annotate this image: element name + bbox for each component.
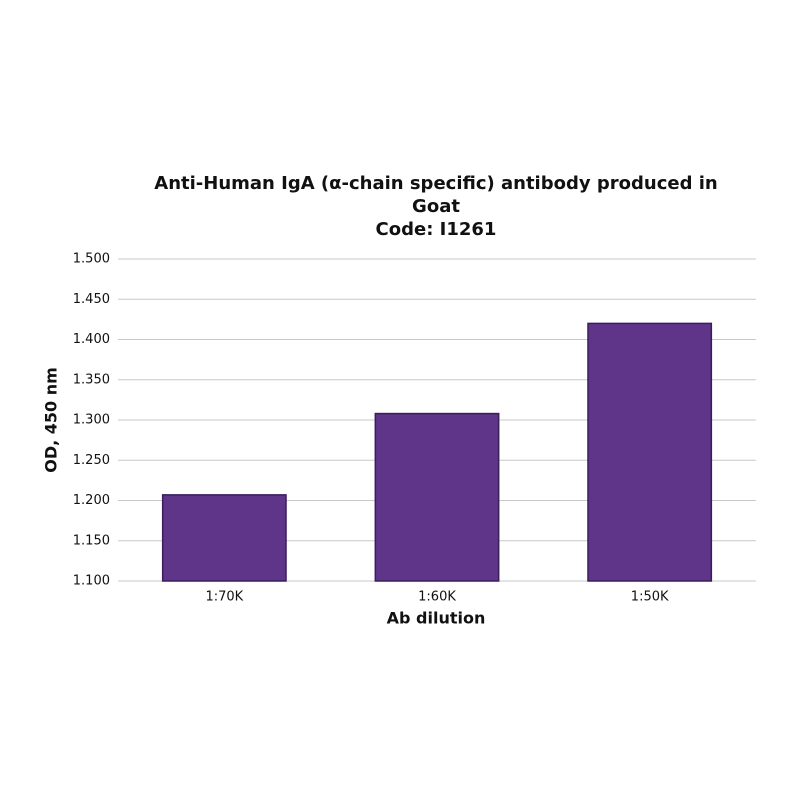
chart-subtitle: Code: I1261 [375,219,497,240]
x-tick-label: 1:50K [631,590,669,605]
y-tick-label: 1.250 [73,453,110,468]
y-axis-label: OD, 450 nm [42,367,61,473]
bar [161,494,287,582]
y-tick-label: 1.400 [73,332,110,347]
x-axis-label: Ab dilution [387,609,486,628]
y-tick-label: 1.100 [73,574,110,589]
y-tick-label: 1.300 [73,413,110,428]
chart-title: Anti-Human IgA (α-chain specific) antibo… [154,173,718,217]
y-tick-label: 1.150 [73,533,110,548]
x-tick-label: 1:60K [418,590,456,605]
y-tick-label: 1.200 [73,493,110,508]
y-tick-label: 1.500 [73,252,110,267]
title-block: Anti-Human IgA (α-chain specific) antibo… [130,172,742,241]
bar [374,412,500,582]
bar [587,322,713,582]
y-tick-label: 1.450 [73,292,110,307]
y-tick-label: 1.350 [73,372,110,387]
x-tick-label: 1:70K [205,590,243,605]
